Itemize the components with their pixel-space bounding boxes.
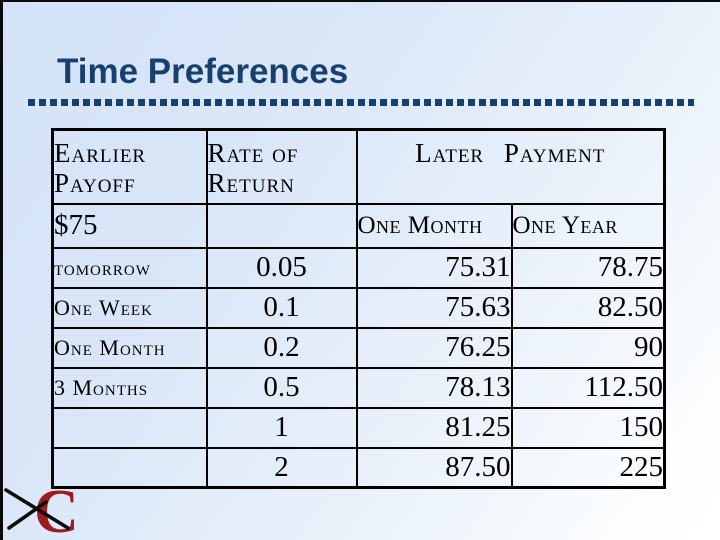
logo-slash-icon	[4, 488, 70, 530]
logo-letter: C	[34, 478, 79, 538]
row-label	[51, 406, 208, 449]
rate-cell: 0.05	[205, 246, 358, 289]
one-month-cell: 81.25	[355, 406, 513, 449]
table-row: tomorrow 0.05 75.31 78.75	[51, 246, 666, 289]
rate-cell: 1	[205, 406, 358, 449]
row-label: One Week	[51, 286, 208, 329]
table-row: 2 87.50 225	[51, 446, 666, 489]
table-row: 1 81.25 150	[51, 406, 666, 449]
rate-cell: 0.2	[205, 326, 358, 369]
rate-cell: 2	[205, 446, 358, 489]
one-year-cell: 150	[510, 406, 666, 449]
one-year-cell: 78.75	[510, 246, 666, 289]
table-row: 3 Months 0.5 78.13 112.50	[51, 366, 666, 409]
row-label	[51, 446, 208, 489]
subheader-one-month: One Month	[355, 202, 513, 249]
one-year-cell: 112.50	[510, 366, 666, 409]
one-year-cell: 225	[510, 446, 666, 489]
table-row: One Month 0.2 76.25 90	[51, 326, 666, 369]
subheader-one-year: One Year	[510, 202, 666, 249]
one-year-cell: 90	[510, 326, 666, 369]
row-label: One Month	[51, 326, 208, 369]
one-month-cell: 75.63	[355, 286, 513, 329]
rate-cell: 0.5	[205, 366, 358, 409]
row-label: tomorrow	[51, 246, 208, 289]
top-edge-strip	[0, 0, 720, 2]
earlier-amount-cell: $75	[51, 202, 208, 249]
table-header-row: Earlier Payoff Rate of Return Later Paym…	[51, 128, 666, 205]
header-rate-of-return: Rate of Return	[205, 128, 358, 205]
one-month-cell: 78.13	[355, 366, 513, 409]
one-year-cell: 82.50	[510, 286, 666, 329]
table-row: One Week 0.1 75.63 82.50	[51, 286, 666, 329]
title-underline-dotted-rule	[28, 99, 694, 106]
page-title: Time Preferences	[57, 52, 349, 91]
header-earlier-payoff: Earlier Payoff	[51, 128, 208, 205]
left-edge-strip	[0, 0, 3, 540]
crimson-c-logo: C	[4, 478, 79, 538]
one-month-cell: 87.50	[355, 446, 513, 489]
table-subheader-row: $75 One Month One Year	[51, 202, 666, 249]
one-month-cell: 76.25	[355, 326, 513, 369]
row-label: 3 Months	[51, 366, 208, 409]
time-preferences-table: Earlier Payoff Rate of Return Later Paym…	[51, 128, 667, 489]
header-later-payment: Later Payment	[355, 128, 666, 205]
one-month-cell: 75.31	[355, 246, 513, 289]
rate-empty-cell	[205, 202, 358, 249]
rate-cell: 0.1	[205, 286, 358, 329]
